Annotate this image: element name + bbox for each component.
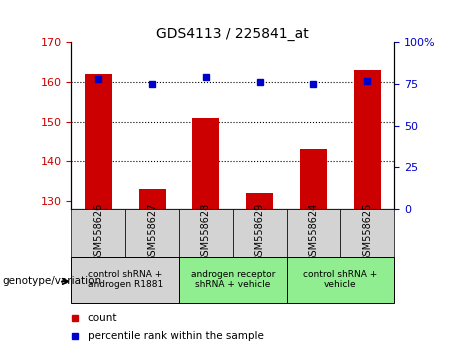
Text: GSM558626: GSM558626 [93,203,103,262]
Bar [193,118,219,209]
Text: GSM558625: GSM558625 [362,203,372,262]
FancyBboxPatch shape [287,209,340,257]
Text: GSM558627: GSM558627 [147,203,157,262]
Bar [139,189,165,209]
Bar [85,74,112,209]
Text: control shRNA +
vehicle: control shRNA + vehicle [303,270,378,289]
Title: GDS4113 / 225841_at: GDS4113 / 225841_at [156,28,309,41]
FancyBboxPatch shape [233,209,287,257]
FancyBboxPatch shape [179,257,287,303]
Text: percentile rank within the sample: percentile rank within the sample [88,331,264,341]
Bar [354,70,381,209]
Text: control shRNA +
androgen R1881: control shRNA + androgen R1881 [88,270,163,289]
FancyBboxPatch shape [287,257,394,303]
FancyBboxPatch shape [71,257,179,303]
Text: count: count [88,313,117,323]
Text: GSM558628: GSM558628 [201,203,211,262]
Text: GSM558624: GSM558624 [308,203,319,262]
Text: GSM558629: GSM558629 [254,203,265,262]
FancyBboxPatch shape [179,209,233,257]
FancyBboxPatch shape [71,209,125,257]
FancyBboxPatch shape [125,209,179,257]
Bar [246,193,273,209]
FancyBboxPatch shape [340,209,394,257]
Text: genotype/variation: genotype/variation [2,276,101,286]
Bar [300,149,327,209]
Text: androgen receptor
shRNA + vehicle: androgen receptor shRNA + vehicle [190,270,275,289]
